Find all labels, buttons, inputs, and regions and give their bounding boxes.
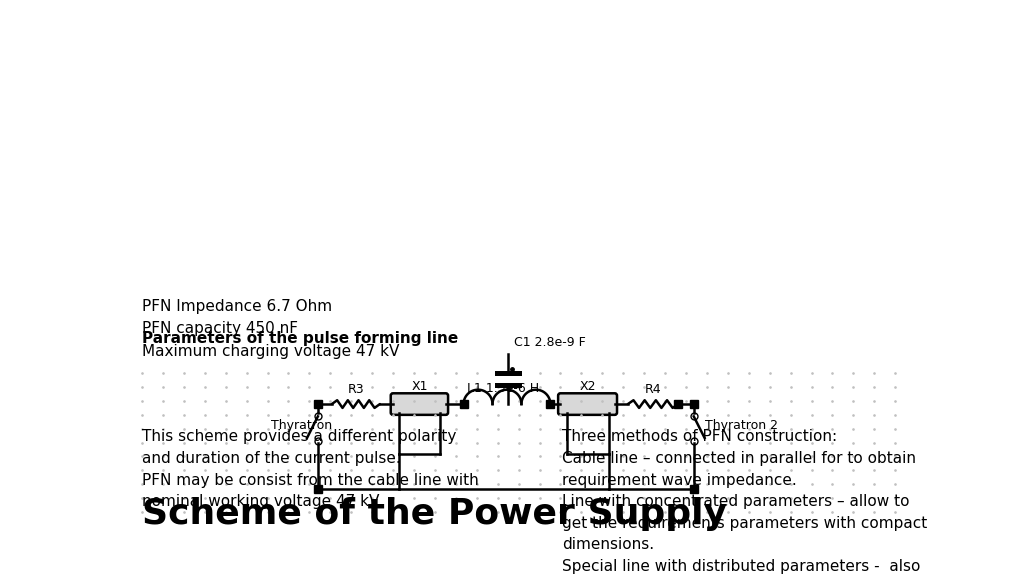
Text: Parameters of the pulse forming line: Parameters of the pulse forming line bbox=[142, 331, 458, 346]
Text: X1: X1 bbox=[412, 380, 428, 393]
Text: X2: X2 bbox=[580, 380, 596, 393]
Text: L1 1.3e-6 H: L1 1.3e-6 H bbox=[467, 382, 540, 395]
FancyBboxPatch shape bbox=[391, 393, 449, 415]
Text: Three methods of PFN construction:
Cable line – connected in parallel for to obt: Three methods of PFN construction: Cable… bbox=[562, 430, 928, 576]
Text: R4: R4 bbox=[645, 384, 662, 396]
Text: Thyratron 2: Thyratron 2 bbox=[705, 419, 777, 433]
Text: PFN Impedance 6.7 Ohm
PFN capacity 450 nF
Maximum charging voltage 47 kV: PFN Impedance 6.7 Ohm PFN capacity 450 n… bbox=[142, 298, 399, 359]
Text: Scheme of the Power Supply: Scheme of the Power Supply bbox=[142, 497, 727, 531]
Text: This scheme provides a different polarity
and duration of the current pulse.
PFN: This scheme provides a different polarit… bbox=[142, 430, 478, 509]
Text: Thyratron: Thyratron bbox=[271, 419, 333, 433]
FancyBboxPatch shape bbox=[558, 393, 617, 415]
Text: C1 2.8e-9 F: C1 2.8e-9 F bbox=[514, 336, 586, 348]
Text: R3: R3 bbox=[347, 384, 365, 396]
